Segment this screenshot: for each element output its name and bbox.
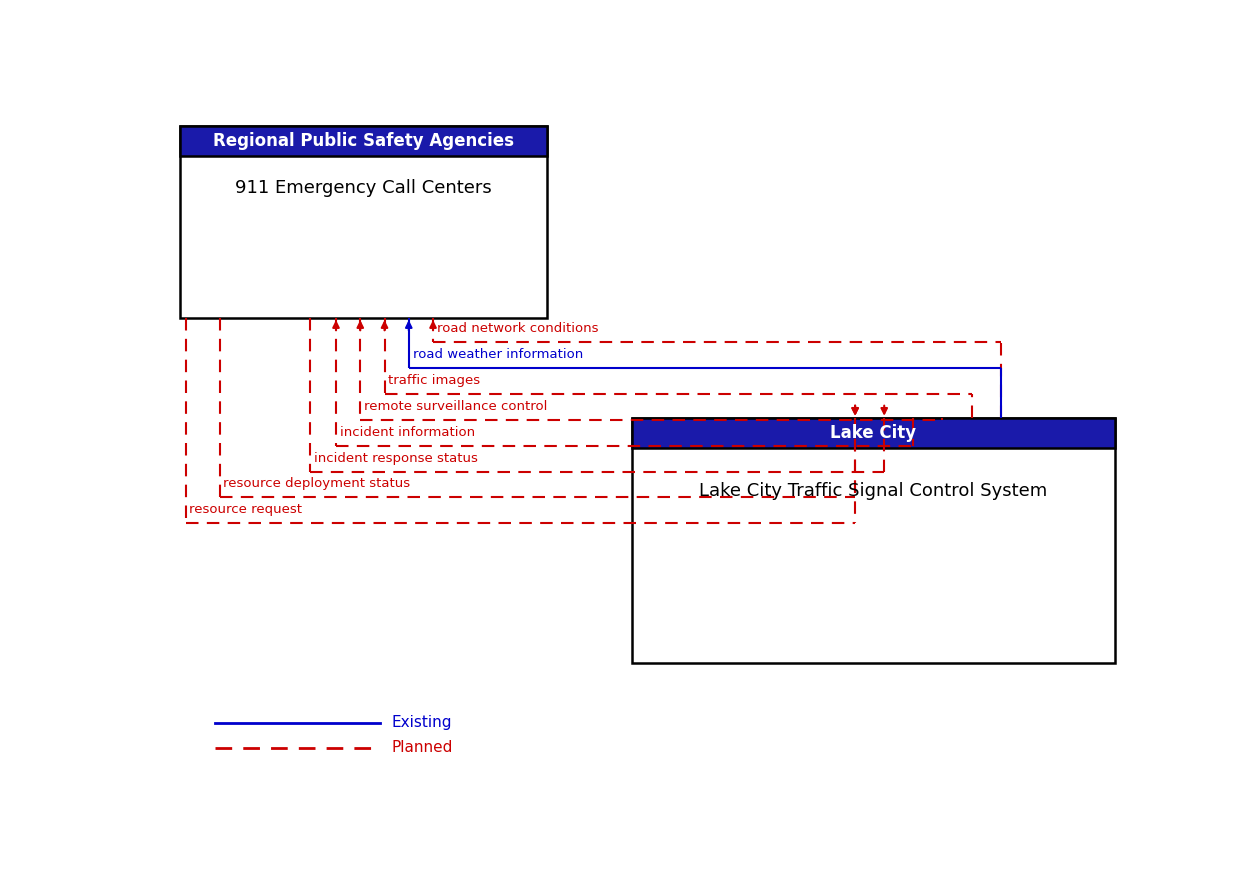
- Text: Regional Public Safety Agencies: Regional Public Safety Agencies: [213, 132, 513, 150]
- Text: traffic images: traffic images: [388, 374, 481, 387]
- Text: resource deployment status: resource deployment status: [223, 478, 411, 490]
- Text: remote surveillance control: remote surveillance control: [364, 401, 547, 413]
- Bar: [180, 126, 547, 318]
- Bar: [180, 126, 547, 156]
- Bar: [632, 418, 1116, 448]
- Text: incident response status: incident response status: [314, 452, 477, 465]
- Text: Existing: Existing: [392, 715, 452, 730]
- Text: resource request: resource request: [189, 503, 303, 516]
- Text: Planned: Planned: [392, 740, 453, 755]
- Text: Lake City: Lake City: [830, 424, 916, 442]
- Text: 911 Emergency Call Centers: 911 Emergency Call Centers: [235, 179, 492, 197]
- Bar: [632, 418, 1116, 663]
- Text: road network conditions: road network conditions: [437, 323, 598, 335]
- Text: incident information: incident information: [339, 426, 475, 439]
- Text: Lake City Traffic Signal Control System: Lake City Traffic Signal Control System: [700, 482, 1048, 500]
- Text: road weather information: road weather information: [413, 349, 583, 361]
